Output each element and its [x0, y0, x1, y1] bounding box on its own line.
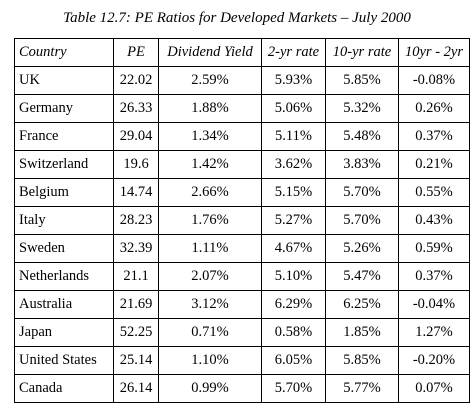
value-cell: 5.06%	[261, 94, 326, 123]
value-cell: 19.6	[113, 150, 159, 179]
value-cell: 0.37%	[398, 122, 470, 151]
value-cell: 0.26%	[398, 94, 470, 123]
value-cell: 1.42%	[158, 150, 262, 179]
table-row: Switzerland 19.6 1.42% 3.62% 3.83% 0.21%	[14, 150, 470, 179]
value-cell: 25.14	[113, 346, 159, 375]
table-row: Canada 26.14 0.99% 5.70% 5.77% 0.07%	[14, 374, 470, 403]
value-cell: 29.04	[113, 122, 159, 151]
value-cell: 28.23	[113, 206, 159, 235]
table-body: UK 22.02 2.59% 5.93% 5.85% -0.08% Germany 26.33…	[14, 66, 470, 403]
value-cell: 14.74	[113, 178, 159, 207]
value-cell: 0.21%	[398, 150, 470, 179]
country-cell: United States	[14, 346, 114, 375]
value-cell: 0.55%	[398, 178, 470, 207]
value-cell: 32.39	[113, 234, 159, 263]
value-cell: 3.12%	[158, 290, 262, 319]
value-cell: 52.25	[113, 318, 159, 347]
value-cell: 0.37%	[398, 262, 470, 291]
table-row: UK 22.02 2.59% 5.93% 5.85% -0.08%	[14, 66, 470, 95]
table-row: Sweden 32.39 1.11% 4.67% 5.26% 0.59%	[14, 234, 470, 263]
value-cell: 1.27%	[398, 318, 470, 347]
table-row: Australia 21.69 3.12% 6.29% 6.25% -0.04%	[14, 290, 470, 319]
value-cell: 3.62%	[261, 150, 326, 179]
header-cell: PE	[113, 38, 159, 67]
table-row: Belgium 14.74 2.66% 5.15% 5.70% 0.55%	[14, 178, 470, 207]
value-cell: 0.43%	[398, 206, 470, 235]
table-row: Japan 52.25 0.71% 0.58% 1.85% 1.27%	[14, 318, 470, 347]
value-cell: 5.48%	[325, 122, 399, 151]
value-cell: 6.25%	[325, 290, 399, 319]
value-cell: -0.08%	[398, 66, 470, 95]
value-cell: 5.70%	[325, 206, 399, 235]
table-row: Italy 28.23 1.76% 5.27% 5.70% 0.43%	[14, 206, 470, 235]
header-cell: 10-yr rate	[325, 38, 399, 67]
value-cell: 3.83%	[325, 150, 399, 179]
country-cell: Belgium	[14, 178, 114, 207]
value-cell: 0.71%	[158, 318, 262, 347]
value-cell: 1.85%	[325, 318, 399, 347]
value-cell: 5.77%	[325, 374, 399, 403]
value-cell: 5.70%	[261, 374, 326, 403]
country-cell: France	[14, 122, 114, 151]
value-cell: 4.67%	[261, 234, 326, 263]
pe-table: Country PE Dividend Yield 2-yr rate 10-yr ra…	[14, 38, 470, 403]
value-cell: 5.32%	[325, 94, 399, 123]
country-cell: Sweden	[14, 234, 114, 263]
value-cell: 1.11%	[158, 234, 262, 263]
country-cell: Netherlands	[14, 262, 114, 291]
value-cell: 5.27%	[261, 206, 326, 235]
table-row: Netherlands 21.1 2.07% 5.10% 5.47% 0.37%	[14, 262, 470, 291]
header-cell: Dividend Yield	[158, 38, 262, 67]
value-cell: 5.85%	[325, 66, 399, 95]
value-cell: -0.04%	[398, 290, 470, 319]
country-cell: Japan	[14, 318, 114, 347]
value-cell: 1.88%	[158, 94, 262, 123]
header-cell: 2-yr rate	[261, 38, 326, 67]
value-cell: 6.29%	[261, 290, 326, 319]
country-cell: Italy	[14, 206, 114, 235]
value-cell: 1.10%	[158, 346, 262, 375]
table-row: France 29.04 1.34% 5.11% 5.48% 0.37%	[14, 122, 470, 151]
country-cell: Germany	[14, 94, 114, 123]
table-row: United States 25.14 1.10% 6.05% 5.85% -0.20%	[14, 346, 470, 375]
value-cell: 1.34%	[158, 122, 262, 151]
header-cell: 10yr - 2yr	[398, 38, 470, 67]
value-cell: 5.47%	[325, 262, 399, 291]
value-cell: 5.85%	[325, 346, 399, 375]
value-cell: 6.05%	[261, 346, 326, 375]
table-row: Germany 26.33 1.88% 5.06% 5.32% 0.26%	[14, 94, 470, 123]
value-cell: 0.59%	[398, 234, 470, 263]
value-cell: -0.20%	[398, 346, 470, 375]
value-cell: 2.59%	[158, 66, 262, 95]
country-cell: Switzerland	[14, 150, 114, 179]
value-cell: 1.76%	[158, 206, 262, 235]
country-cell: Australia	[14, 290, 114, 319]
value-cell: 0.07%	[398, 374, 470, 403]
header-row: Country PE Dividend Yield 2-yr rate 10-yr ra…	[14, 38, 470, 67]
value-cell: 26.33	[113, 94, 159, 123]
value-cell: 22.02	[113, 66, 159, 95]
value-cell: 21.1	[113, 262, 159, 291]
header-cell: Country	[14, 38, 114, 67]
value-cell: 0.58%	[261, 318, 326, 347]
value-cell: 5.15%	[261, 178, 326, 207]
country-cell: Canada	[14, 374, 114, 403]
value-cell: 21.69	[113, 290, 159, 319]
value-cell: 5.11%	[261, 122, 326, 151]
value-cell: 5.93%	[261, 66, 326, 95]
value-cell: 5.70%	[325, 178, 399, 207]
value-cell: 2.66%	[158, 178, 262, 207]
value-cell: 5.26%	[325, 234, 399, 263]
value-cell: 5.10%	[261, 262, 326, 291]
value-cell: 26.14	[113, 374, 159, 403]
value-cell: 0.99%	[158, 374, 262, 403]
table-title: Table 12.7: PE Ratios for Developed Mark…	[63, 10, 411, 26]
country-cell: UK	[14, 66, 114, 95]
value-cell: 2.07%	[158, 262, 262, 291]
